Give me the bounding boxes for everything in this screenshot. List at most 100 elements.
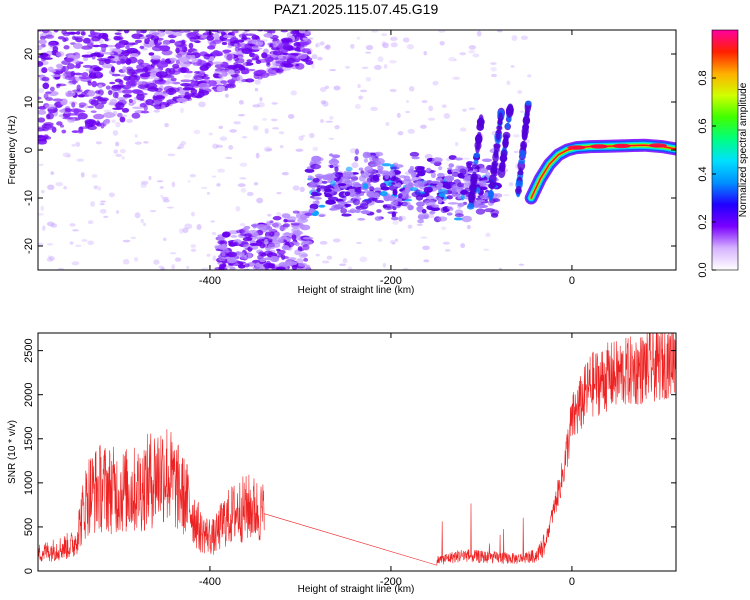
upper-band-blob <box>45 124 55 130</box>
noise-blob <box>490 73 498 78</box>
middle-band-blob <box>478 167 489 174</box>
upper-band-blob <box>109 60 117 64</box>
noise-blob <box>140 180 149 185</box>
noise-blob <box>455 142 459 147</box>
upper-band-blob <box>112 92 119 99</box>
lower-band-blob <box>297 217 309 224</box>
noise-blob <box>439 40 445 46</box>
upper-band-blob <box>237 39 245 43</box>
noise-blob <box>359 256 368 263</box>
middle-band-blob <box>453 217 464 221</box>
upper-band-blob <box>178 56 190 63</box>
noise-blob <box>186 265 190 269</box>
upper-band-blob <box>190 88 198 95</box>
lower-band-blob <box>281 244 290 251</box>
upper-band-blob <box>65 90 76 97</box>
middle-band-blob <box>354 188 362 195</box>
middle-band-blob <box>358 167 364 171</box>
noise-blob <box>166 206 174 209</box>
upper-band-blob <box>70 108 82 113</box>
diagonal-streak-blob <box>518 158 526 165</box>
middle-band-blob <box>477 204 489 209</box>
snr-ylabel: SNR (10 * v/v) <box>7 420 18 484</box>
noise-blob <box>143 141 149 144</box>
noise-blob <box>347 266 353 270</box>
upper-band-blob <box>197 70 206 76</box>
upper-band-blob <box>140 30 147 34</box>
noise-blob <box>468 107 476 111</box>
upper-band-blob <box>256 30 265 32</box>
upper-band-blob <box>276 25 287 28</box>
lower-band-blob <box>272 215 282 221</box>
noise-blob <box>201 186 208 190</box>
upper-band-blob <box>193 75 205 81</box>
upper-band-blob <box>256 25 266 29</box>
upper-band-blob <box>282 44 294 51</box>
upper-band-blob <box>95 122 102 127</box>
upper-band-blob <box>154 105 162 110</box>
noise-blob <box>115 141 120 147</box>
upper-band-blob <box>39 35 46 41</box>
middle-band-blob <box>478 180 487 187</box>
upper-band-blob <box>181 25 192 29</box>
upper-band-blob <box>128 101 135 106</box>
y-tick-label: 20 <box>23 48 35 60</box>
noise-blob <box>246 191 254 197</box>
upper-band-blob <box>194 40 201 44</box>
diagonal-streak-blob <box>498 112 503 121</box>
upper-band-blob <box>135 68 147 72</box>
chart-title: PAZ1.2025.115.07.45.G19 <box>274 1 439 17</box>
upper-band-blob <box>222 49 232 53</box>
upper-band-blob <box>221 41 228 46</box>
y-tick-label: -20 <box>23 238 35 254</box>
noise-blob <box>271 102 278 105</box>
upper-band-blob <box>165 67 172 74</box>
upper-band-blob <box>92 44 101 48</box>
noise-blob <box>420 124 427 129</box>
upper-band-blob <box>231 30 239 34</box>
upper-band-blob <box>125 45 130 50</box>
noise-blob <box>55 182 64 187</box>
middle-band-blob <box>454 213 464 218</box>
noise-blob <box>358 95 364 100</box>
lower-band-blob <box>269 220 274 224</box>
noise-blob <box>91 173 98 178</box>
middle-band-blob <box>454 157 463 161</box>
noise-blob <box>140 182 147 188</box>
upper-band-blob <box>176 97 188 103</box>
noise-blob <box>174 257 182 262</box>
noise-blob <box>153 109 160 113</box>
lower-band-blob <box>297 262 308 267</box>
upper-band-blob <box>263 33 274 38</box>
noise-blob <box>81 239 88 242</box>
upper-band-blob <box>74 112 85 116</box>
upper-band-blob <box>150 63 156 68</box>
upper-band-blob <box>297 53 308 60</box>
diagonal-streak-blob <box>474 134 483 144</box>
upper-band-blob <box>188 42 194 49</box>
lower-band-blob <box>282 223 290 228</box>
middle-band-blob <box>457 202 465 207</box>
noise-blob <box>342 257 348 264</box>
upper-band-blob <box>158 24 162 27</box>
noise-blob <box>190 248 197 252</box>
noise-blob <box>254 87 259 92</box>
diagonal-streak-blob <box>522 116 530 126</box>
noise-blob <box>119 148 127 154</box>
upper-band-blob <box>301 48 311 54</box>
noise-blob <box>432 80 439 86</box>
upper-band-blob <box>61 30 67 35</box>
noise-blob <box>371 30 379 33</box>
noise-blob <box>490 66 497 72</box>
middle-band-blob <box>329 164 334 169</box>
middle-band-blob <box>347 210 355 213</box>
diagonal-streak-blob <box>516 185 522 193</box>
upper-band-blob <box>64 37 69 42</box>
middle-band-blob <box>447 202 459 205</box>
upper-band-blob <box>238 26 246 30</box>
upper-band-blob <box>62 116 74 120</box>
middle-band-blob <box>344 203 352 207</box>
noise-blob <box>462 108 467 112</box>
upper-band-blob <box>44 34 55 39</box>
noise-blob <box>76 158 85 162</box>
